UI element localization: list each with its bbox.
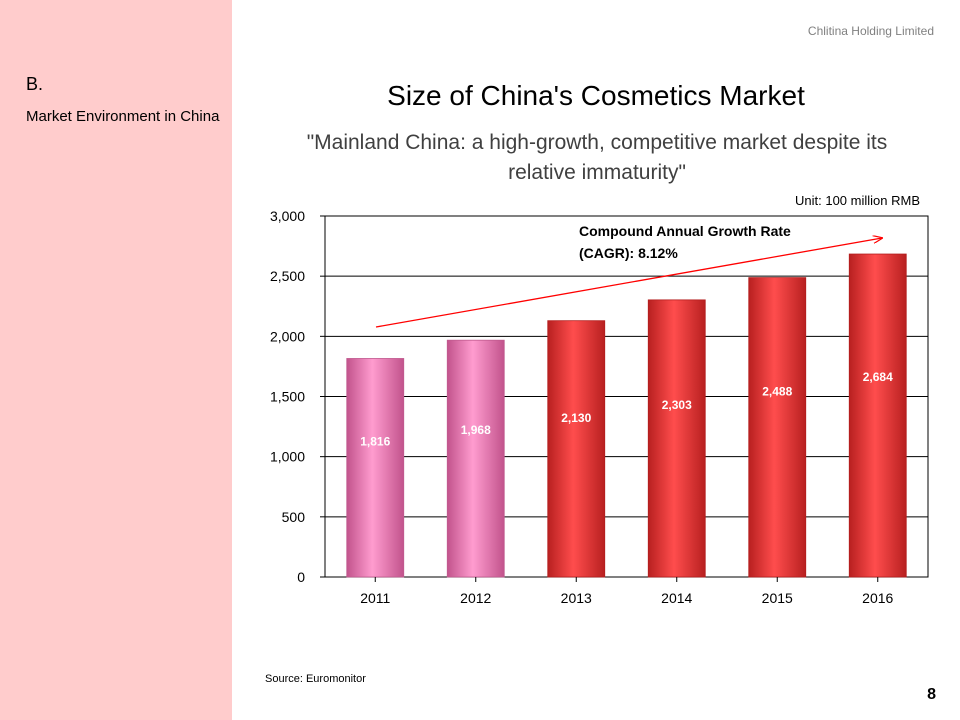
value-label: 2,303 [662,398,692,412]
unit-label: Unit: 100 million RMB [795,193,920,208]
cagr-annotation: (CAGR): 8.12% [579,245,678,261]
page-title: Size of China's Cosmetics Market [387,80,805,111]
y-tick-label: 2,000 [270,328,305,344]
y-tick-label: 500 [282,509,306,525]
bar-2016 [848,253,907,578]
value-label: 2,130 [561,411,591,425]
x-tick-label: 2011 [360,590,390,606]
bar-2012 [446,339,505,578]
x-tick-label: 2012 [460,590,491,606]
bar-2014 [647,299,706,578]
x-tick-label: 2015 [762,590,793,606]
cagr-arrow [375,238,882,328]
cagr-annotation: Compound Annual Growth Rate [579,223,791,239]
page-subtitle: "Mainland China: a high-growth, competit… [306,131,888,184]
y-tick-label: 0 [297,569,305,585]
value-label: 2,684 [863,370,893,384]
x-tick-label: 2013 [561,590,592,606]
value-label: 1,968 [461,423,491,437]
company-name: Chlitina Holding Limited [807,24,934,38]
page-number: 8 [927,686,936,703]
bar-2011 [346,358,405,578]
y-tick-label: 1,000 [270,449,305,465]
section-letter: B. [26,74,44,94]
value-label: 2,488 [762,384,792,398]
source-note: Source: Euromonitor [265,673,366,685]
x-tick-label: 2016 [862,590,893,606]
y-tick-label: 2,500 [270,268,305,284]
section-title: Market Environment in China [26,108,220,125]
y-tick-label: 1,500 [270,389,305,405]
y-tick-label: 3,000 [270,208,305,224]
bar-2015 [748,277,807,578]
x-tick-label: 2014 [661,590,692,606]
bar-2013 [547,320,606,578]
sidebar [0,0,232,720]
value-label: 1,816 [360,435,390,449]
